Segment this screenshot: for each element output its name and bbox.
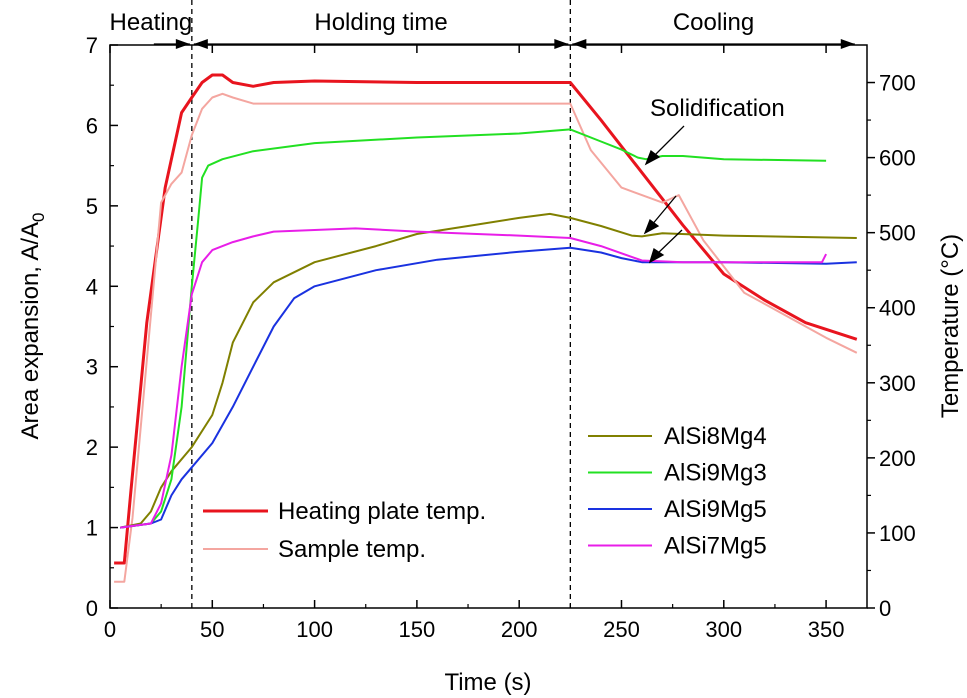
series-line-alsi7mg5 xyxy=(120,227,827,529)
y-right-tick-label: 200 xyxy=(879,446,916,471)
y-right-tick-label: 100 xyxy=(879,521,916,546)
x-tick-label: 0 xyxy=(104,617,116,642)
phase-label: Holding time xyxy=(314,9,447,36)
legend-label: AlSi9Mg3 xyxy=(664,460,767,487)
x-tick-label: 300 xyxy=(705,617,742,642)
series-layer xyxy=(114,73,858,583)
x-axis-title: Time (s) xyxy=(444,669,531,696)
y-right-tick-label: 400 xyxy=(879,296,916,321)
annotation-arrow-head-1 xyxy=(644,149,661,166)
annotation-arrow-3 xyxy=(655,229,683,256)
annotation-arrow-2 xyxy=(650,195,677,227)
x-tick-label: 250 xyxy=(603,617,640,642)
phase-layer: Heating Holding time Cooling xyxy=(110,0,855,608)
series-line-alsi8mg4 xyxy=(120,212,857,529)
y-right-axis-title: Temperature (°C) xyxy=(937,234,964,418)
y-left-tick-label: 6 xyxy=(86,113,98,138)
y-right-tick-label: 500 xyxy=(879,221,916,246)
y-left-axis-title: Area expansion, A/A0 xyxy=(17,213,48,440)
y-right-tick-label: 0 xyxy=(879,596,891,621)
x-tick-label: 100 xyxy=(296,617,333,642)
y-left-tick-label: 1 xyxy=(86,516,98,541)
y-right-tick-label: 600 xyxy=(879,146,916,171)
y-left-tick-label: 5 xyxy=(86,194,98,219)
phase-arrow-head-left xyxy=(193,39,208,49)
annotation-arrow-head-2 xyxy=(643,218,660,235)
y-left-axis-title-subscript: 0 xyxy=(29,213,48,222)
phase-arrow-head-right xyxy=(175,39,190,49)
legend-label: AlSi8Mg4 xyxy=(664,423,767,450)
annotation-arrow-1 xyxy=(651,125,685,159)
annotation-arrows xyxy=(643,125,685,264)
series-line-alsi9mg5 xyxy=(120,246,857,529)
axis-layer: 0 50 100 150 200 250 300 350 0 1 2 3 4 5 6 7 0 100 200 300 4… xyxy=(86,33,916,642)
y-left-tick-label: 3 xyxy=(86,355,98,380)
legend-temperature: Heating plate temp. Sample temp. xyxy=(203,498,486,563)
phase-label: Heating xyxy=(110,9,193,36)
y-left-tick-label: 7 xyxy=(86,33,98,58)
y-left-tick-label: 2 xyxy=(86,435,98,460)
y-right-tick-label: 300 xyxy=(879,371,916,396)
x-tick-label: 200 xyxy=(501,617,538,642)
legend-label: Heating plate temp. xyxy=(278,498,486,525)
legend-label: AlSi9Mg5 xyxy=(664,496,767,523)
x-tick-label: 50 xyxy=(200,617,224,642)
legend-label: AlSi7Mg5 xyxy=(664,533,767,560)
x-tick-label: 350 xyxy=(808,617,845,642)
legend-alloys: AlSi8Mg4 AlSi9Mg3 AlSi9Mg5 AlSi7Mg5 xyxy=(588,423,767,560)
x-tick-label: 150 xyxy=(399,617,436,642)
y-left-axis-title-main: Area expansion, A/A xyxy=(17,222,44,439)
phase-arrow-head-right xyxy=(840,39,855,49)
legend-label: Sample temp. xyxy=(278,536,426,563)
annotation-solidification: Solidification xyxy=(650,95,785,122)
series-line-sample-temp xyxy=(114,92,858,583)
phase-arrow-head-right xyxy=(554,39,569,49)
annotation-arrow-head-3 xyxy=(648,247,665,264)
y-left-tick-label: 0 xyxy=(86,596,98,621)
phase-arrow-head-left xyxy=(572,39,587,49)
y-left-tick-label: 4 xyxy=(86,274,98,299)
y-right-tick-label: 700 xyxy=(879,71,916,96)
phase-label: Cooling xyxy=(673,9,754,36)
